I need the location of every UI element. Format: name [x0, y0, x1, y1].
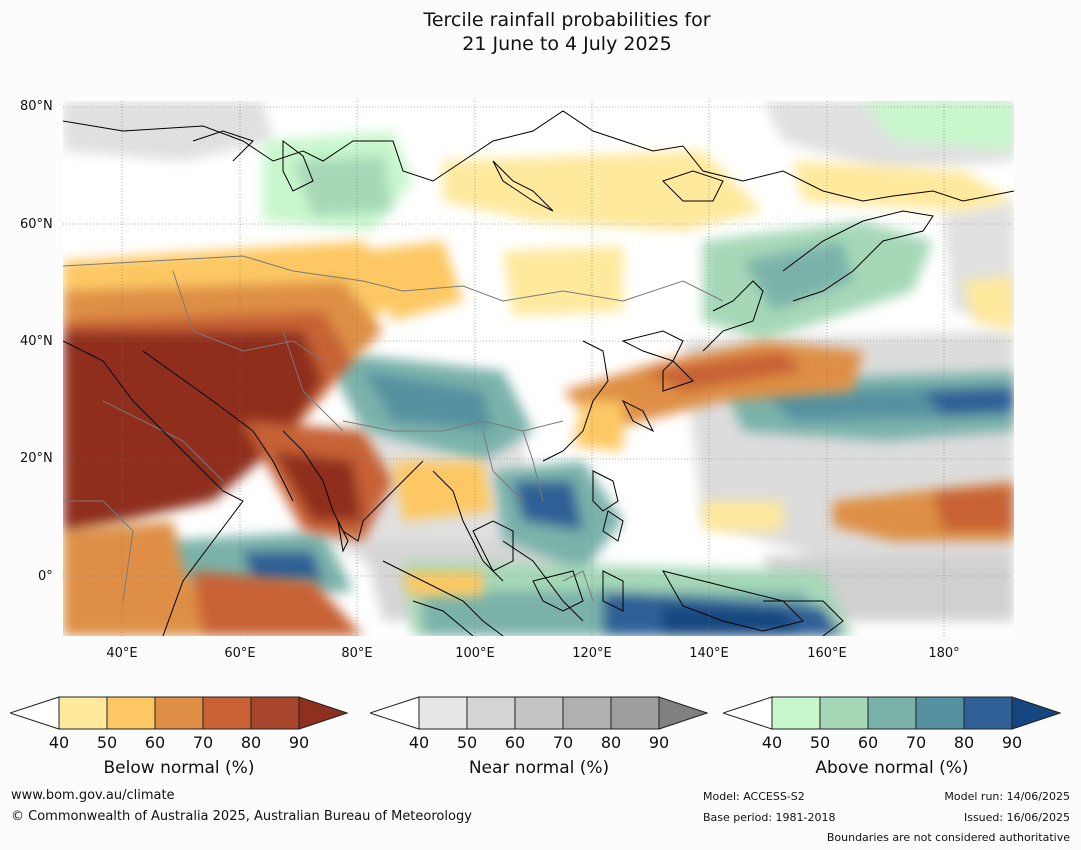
colorbar-below-normal	[10, 696, 348, 730]
colorbar-below-tick-80: 80	[240, 733, 262, 752]
boundaries-disclaimer: Boundaries are not considered authoritat…	[826, 831, 1070, 844]
colorbar-below-label: Below normal (%)	[103, 758, 255, 778]
colorbar-below-tick-40: 40	[48, 733, 70, 752]
colorbar-above-bin-80-90	[963, 696, 1013, 730]
lat-label-80n: 80°N	[20, 99, 53, 114]
colorbar-below-tick-50: 50	[96, 733, 118, 752]
map-canvas	[63, 101, 1014, 636]
colorbar-above-tick-90: 90	[1001, 733, 1023, 752]
colorbar-near-bin-50-60	[466, 696, 516, 730]
lat-label-40n: 40°N	[20, 334, 53, 349]
lon-label-140e: 140°E	[689, 646, 729, 661]
colorbar-near-high-arrow	[658, 696, 708, 730]
colorbar-above-normal	[723, 696, 1061, 730]
colorbar-near-tick-70: 70	[552, 733, 574, 752]
colorbar-below-tick-90: 90	[288, 733, 310, 752]
colorbar-near-tick-50: 50	[456, 733, 478, 752]
copyright-text: © Commonwealth of Australia 2025, Austra…	[11, 809, 472, 824]
lat-label-60n: 60°N	[20, 217, 53, 232]
title-line-2: 21 June to 4 July 2025	[462, 33, 672, 55]
colorbar-above-low-arrow	[723, 696, 773, 730]
colorbar-below-bin-70-80	[202, 696, 252, 730]
colorbar-above-label: Above normal (%)	[815, 758, 969, 778]
lat-label-20n: 20°N	[20, 451, 53, 466]
graticule	[63, 101, 1014, 636]
lon-label-80e: 80°E	[341, 646, 373, 661]
colorbar-below-bin-60-70	[154, 696, 204, 730]
lon-label-180: 180°	[928, 646, 960, 661]
colorbar-near-tick-40: 40	[408, 733, 430, 752]
colorbar-above-high-arrow	[1011, 696, 1061, 730]
colorbar-above-bin-40-50	[771, 696, 821, 730]
title-line-1: Tercile rainfall probabilities for	[423, 9, 711, 31]
colorbar-near-normal	[370, 696, 708, 730]
colorbar-above-bin-60-70	[867, 696, 917, 730]
colorbar-below-tick-70: 70	[192, 733, 214, 752]
colorbar-near-tick-80: 80	[600, 733, 622, 752]
website-link[interactable]: www.bom.gov.au/climate	[11, 788, 175, 803]
colorbar-near-label: Near normal (%)	[468, 758, 610, 778]
colorbar-below-high-arrow	[298, 696, 348, 730]
colorbar-near-bin-70-80	[562, 696, 612, 730]
colorbar-below-low-arrow	[10, 696, 60, 730]
colorbar-below-bin-50-60	[106, 696, 156, 730]
colorbar-below-bin-40-50	[58, 696, 108, 730]
issued-text: Issued: 16/06/2025	[963, 811, 1070, 824]
above-normal-regions	[163, 101, 1014, 636]
colorbar-near-tick-60: 60	[504, 733, 526, 752]
colorbar-near-bin-80-90	[610, 696, 660, 730]
colorbar-above-tick-40: 40	[761, 733, 783, 752]
colorbar-near-low-arrow	[370, 696, 420, 730]
colorbar-above-bin-70-80	[915, 696, 965, 730]
colorbar-near-tick-90: 90	[648, 733, 670, 752]
base-period-text: Base period: 1981-2018	[703, 811, 836, 824]
country-boundaries	[63, 255, 724, 602]
colorbar-above-tick-60: 60	[857, 733, 879, 752]
colorbar-below-bin-80-90	[250, 696, 300, 730]
colorbar-above-tick-70: 70	[905, 733, 927, 752]
colorbar-near-bin-60-70	[514, 696, 564, 730]
colorbar-below-tick-60: 60	[144, 733, 166, 752]
map-title: Tercile rainfall probabilities for 21 Ju…	[0, 8, 1081, 56]
below-normal-regions	[63, 151, 1014, 636]
rainfall-probability-map	[63, 101, 1014, 636]
lon-label-120e: 120°E	[572, 646, 612, 661]
lon-label-60e: 60°E	[224, 646, 256, 661]
lon-label-160e: 160°E	[807, 646, 847, 661]
model-run-text: Model run: 14/06/2025	[944, 790, 1070, 803]
colorbar-above-tick-80: 80	[953, 733, 975, 752]
lon-label-40e: 40°E	[106, 646, 138, 661]
lon-label-100e: 100°E	[455, 646, 495, 661]
model-text: Model: ACCESS-S2	[703, 790, 805, 803]
colorbar-above-tick-50: 50	[809, 733, 831, 752]
colorbar-near-bin-40-50	[418, 696, 468, 730]
lat-label-0: 0°	[38, 569, 53, 584]
colorbar-above-bin-50-60	[819, 696, 869, 730]
coastlines	[63, 110, 1014, 636]
